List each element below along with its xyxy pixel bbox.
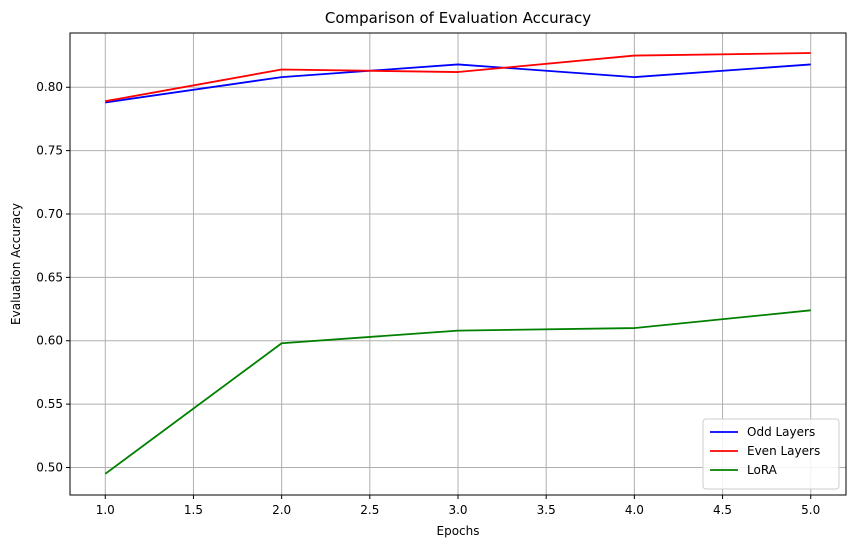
legend-label-odd-layers: Odd Layers [747, 425, 815, 439]
x-tick-label: 4.0 [625, 503, 644, 517]
series-line-even-layers [105, 52, 811, 103]
x-axis-label: Epochs [437, 524, 480, 538]
y-tick-label: 0.50 [36, 460, 63, 474]
y-tick-label: 0.70 [36, 207, 63, 221]
legend-label-even-layers: Even Layers [747, 444, 820, 458]
x-tick-label: 2.0 [272, 503, 291, 517]
y-tick-label: 0.75 [36, 144, 63, 158]
y-axis-label: Evaluation Accuracy [9, 203, 23, 325]
legend-label-lora: LoRA [747, 463, 778, 477]
chart-title: Comparison of Evaluation Accuracy [325, 9, 591, 27]
x-tick-label: 4.5 [713, 503, 732, 517]
x-tick-label: 3.5 [537, 503, 556, 517]
y-tick-label: 0.60 [36, 334, 63, 348]
series-line-odd-layers [105, 63, 811, 104]
y-tick-label: 0.55 [36, 397, 63, 411]
y-tick-label: 0.80 [36, 80, 63, 94]
x-tick-label: 2.5 [360, 503, 379, 517]
legend: Odd Layers Even Layers LoRA [702, 418, 840, 490]
tick-layer: 1.0 1.5 2.0 2.5 3.0 3.5 4.0 4.5 5.0 0.50 0.55 0.60 0… [36, 80, 820, 517]
series-line-lora [104, 309, 811, 475]
x-tick-label: 3.0 [448, 503, 467, 517]
x-tick-label: 5.0 [801, 503, 820, 517]
y-tick-label: 0.65 [36, 270, 63, 284]
series-layer [104, 52, 811, 475]
x-tick-label: 1.5 [184, 503, 203, 517]
x-tick-label: 1.0 [96, 503, 115, 517]
legend-box [702, 418, 840, 490]
